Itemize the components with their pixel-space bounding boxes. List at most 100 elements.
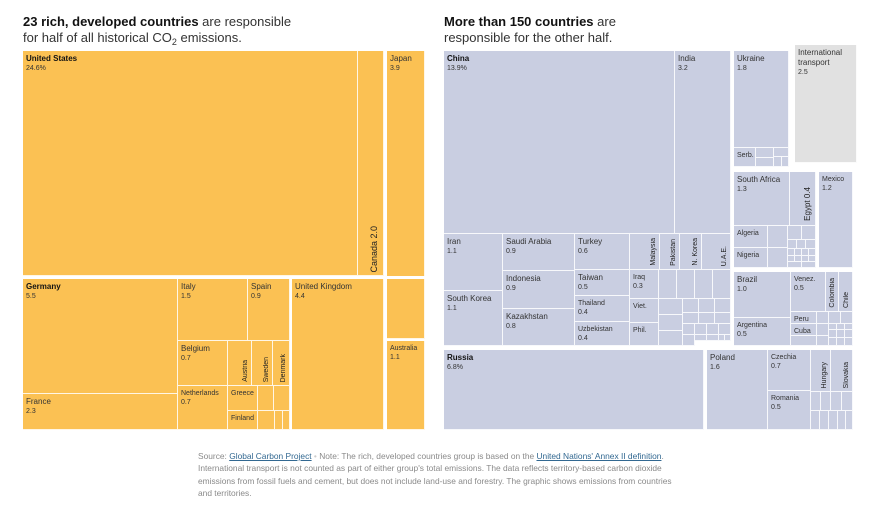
small-country-tile bbox=[713, 270, 731, 299]
small-country-tile bbox=[768, 226, 788, 248]
small-country-tile bbox=[821, 392, 831, 411]
small-country-tile bbox=[683, 299, 699, 313]
country-value: 1.5 bbox=[181, 293, 191, 300]
tile-cuba: Cuba bbox=[791, 324, 817, 336]
tile-gutter bbox=[731, 51, 734, 346]
country-name: Spain bbox=[251, 282, 272, 291]
country-value: 0.5 bbox=[578, 284, 588, 291]
tile-label: Slovakia bbox=[843, 361, 850, 388]
source-link[interactable]: Global Carbon Project bbox=[229, 451, 312, 461]
country-name: Serb. bbox=[737, 152, 754, 159]
tile-algeria: Algeria bbox=[734, 226, 768, 248]
country-name: Greece bbox=[231, 390, 254, 397]
tile-hungary: Hungary bbox=[811, 350, 831, 392]
country-value: 1.1 bbox=[447, 305, 457, 312]
small-country-tile bbox=[258, 386, 274, 411]
country-value: 0.5 bbox=[794, 285, 804, 292]
tile-argentina: Argentina 0.5 bbox=[734, 318, 791, 346]
country-name: Japan bbox=[390, 54, 412, 63]
tile-label: Austria bbox=[242, 360, 249, 382]
country-value: 1.2 bbox=[822, 185, 832, 192]
small-country-tile bbox=[788, 226, 802, 240]
country-name: Turkey bbox=[578, 237, 603, 246]
tile-saudi-arabia: Saudi Arabia 0.9 bbox=[503, 234, 575, 271]
country-name: Saudi Arabia bbox=[506, 237, 552, 246]
tile-gutter bbox=[23, 276, 425, 279]
tile-turkey: Turkey 0.6 bbox=[575, 234, 630, 270]
country-name: Cuba bbox=[794, 328, 811, 335]
tile-germany: Germany 5.5 bbox=[23, 279, 178, 394]
country-name: France bbox=[26, 397, 51, 406]
country-value: 3.9 bbox=[390, 65, 400, 72]
tile-china: China 13.9% bbox=[444, 51, 675, 234]
tile-belgium: Belgium 0.7 bbox=[178, 341, 228, 386]
country-name: Brazil bbox=[737, 275, 758, 284]
tile-colombia: Colombia bbox=[826, 272, 839, 312]
tile-u-a-e: U.A.E. bbox=[702, 234, 731, 270]
small-country-tile bbox=[829, 312, 841, 324]
small-country-tile bbox=[258, 411, 275, 430]
small-country-tile bbox=[809, 256, 816, 262]
country-value: 1.0 bbox=[737, 286, 747, 293]
small-country-tile bbox=[846, 411, 853, 430]
small-country-tile bbox=[768, 248, 788, 268]
country-name: Belgium bbox=[181, 344, 210, 353]
country-name: China bbox=[447, 54, 470, 63]
tile-label: Indonesia 0.9 bbox=[506, 274, 541, 294]
small-country-tile bbox=[845, 338, 853, 346]
country-name: Algeria bbox=[737, 230, 759, 237]
small-country-tile bbox=[842, 392, 853, 411]
tile-label: Ukraine 1.8 bbox=[737, 54, 765, 74]
tile-indonesia: Indonesia 0.9 bbox=[503, 271, 575, 309]
tile-label: Denmark bbox=[280, 353, 287, 382]
country-value: 0.7 bbox=[181, 399, 191, 406]
tile-romania: Romania 0.5 bbox=[768, 391, 811, 430]
small-country-tile bbox=[725, 335, 731, 341]
small-country-tile bbox=[715, 313, 731, 324]
small-country-tile bbox=[719, 335, 725, 341]
tile-label: Spain 0.9 bbox=[251, 282, 271, 302]
tile-peru: Peru bbox=[791, 312, 817, 324]
country-value: 0.5 bbox=[737, 331, 747, 338]
tile-label: Egypt 0.4 bbox=[803, 187, 812, 221]
small-country-tile bbox=[683, 335, 695, 346]
country-name: South Africa bbox=[737, 175, 781, 184]
country-name: Poland bbox=[710, 353, 735, 362]
tile-label: Phil. bbox=[633, 326, 647, 335]
tile-label: Kazakhstan 0.8 bbox=[506, 312, 548, 332]
tile-malaysia: Malaysia bbox=[630, 234, 660, 270]
heading-text: are bbox=[593, 14, 616, 29]
country-value: 2.3 bbox=[26, 408, 36, 415]
source-note: Source: Global Carbon Project • Note: Th… bbox=[198, 450, 678, 499]
tile-egypt: Egypt 0.4 bbox=[790, 172, 816, 226]
tile-gutter bbox=[734, 168, 853, 172]
country-name: Thailand bbox=[578, 300, 605, 307]
small-country-tile bbox=[699, 299, 715, 313]
small-country-tile bbox=[774, 148, 789, 157]
source-label: Source: bbox=[198, 451, 230, 461]
country-value: 24.6% bbox=[26, 65, 46, 72]
small-country-tile bbox=[795, 256, 802, 262]
small-country-tile bbox=[659, 315, 683, 331]
tile-russia: Russia 6.8% bbox=[444, 350, 704, 430]
tile-india: India 3.2 bbox=[675, 51, 731, 234]
tile-pakistan: Pakistan bbox=[660, 234, 680, 270]
tile-spain: Spain 0.9 bbox=[248, 279, 290, 341]
heading-text: are responsible bbox=[198, 14, 292, 29]
small-country-tile bbox=[683, 313, 699, 324]
small-country-tile bbox=[820, 411, 829, 430]
small-country-tile bbox=[788, 262, 802, 268]
tile-slovakia: Slovakia bbox=[831, 350, 853, 392]
rich-countries-heading: 23 rich, developed countries are respons… bbox=[23, 14, 323, 47]
tile-iran: Iran 1.1 bbox=[444, 234, 503, 291]
small-country-tile bbox=[809, 249, 816, 256]
tile-label: Iraq 0.3 bbox=[633, 273, 645, 291]
small-country-tile bbox=[829, 324, 837, 330]
small-country-tile bbox=[811, 392, 821, 411]
tile-label: Hungary bbox=[821, 361, 828, 388]
tile-label: Turkey 0.6 bbox=[578, 237, 602, 257]
tile-label: Viet. bbox=[633, 302, 647, 311]
country-value: 3.2 bbox=[678, 65, 688, 72]
annex-ii-link[interactable]: United Nations' Annex II definition bbox=[536, 451, 662, 461]
country-name: Venez. bbox=[794, 276, 816, 283]
